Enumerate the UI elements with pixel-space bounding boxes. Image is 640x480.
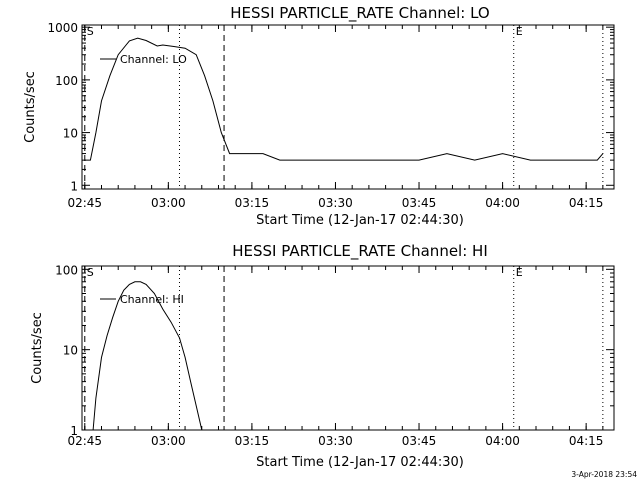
panel-lo-channel: HESSI PARTICLE_RATE Channel: LO Counts/se… <box>23 4 615 228</box>
plot-frame <box>81 24 615 190</box>
series-line <box>92 281 203 431</box>
x-tick-label: 04:00 <box>485 434 520 448</box>
y-tick-label: 10 <box>63 127 78 141</box>
y-tick-label: 1 <box>70 179 78 193</box>
x-tick-label: 03:30 <box>318 434 353 448</box>
panel-hi-channel: HESSI PARTICLE_RATE Channel: HI Counts/se… <box>30 242 615 470</box>
x-tick-label: 03:15 <box>235 434 270 448</box>
chart-title: HESSI PARTICLE_RATE Channel: HI <box>232 242 488 261</box>
legend-label: Channel: LO <box>120 53 187 66</box>
y-axis-label: Counts/sec <box>30 312 45 384</box>
x-tick-label: 03:45 <box>402 196 437 210</box>
x-tick-label: 02:45 <box>67 196 102 210</box>
y-tick-label: 1000 <box>47 21 78 35</box>
legend-label: Channel: HI <box>120 293 184 306</box>
x-axis-label: Start Time (12-Jan-17 02:44:30) <box>256 213 464 228</box>
x-tick-label: 04:15 <box>569 434 604 448</box>
x-tick-label: 04:00 <box>485 196 520 210</box>
y-axis-label: Counts/sec <box>23 71 38 143</box>
x-axis-label: Start Time (12-Jan-17 02:44:30) <box>256 455 464 470</box>
x-tick-label: 04:15 <box>569 196 604 210</box>
y-tick-label: 100 <box>55 74 78 88</box>
y-tick-label: 100 <box>55 263 78 277</box>
event-marker-label: E <box>516 25 523 38</box>
x-tick-label: 03:15 <box>235 196 270 210</box>
x-tick-label: 03:45 <box>402 434 437 448</box>
event-marker-label: S <box>87 25 94 38</box>
chart-title: HESSI PARTICLE_RATE Channel: LO <box>230 4 489 23</box>
event-marker-label: E <box>516 266 523 279</box>
x-tick-label: 03:00 <box>151 196 186 210</box>
x-tick-label: 03:00 <box>151 434 186 448</box>
event-marker-label: S <box>87 266 94 279</box>
footer-timestamp: 3-Apr-2018 23:54 <box>571 470 637 479</box>
y-tick-label: 10 <box>63 344 78 358</box>
x-tick-label: 03:30 <box>318 196 353 210</box>
y-tick-label: 1 <box>70 424 78 438</box>
x-tick-label: 02:45 <box>67 434 102 448</box>
plot-frame <box>81 265 615 431</box>
series-line <box>84 37 604 161</box>
